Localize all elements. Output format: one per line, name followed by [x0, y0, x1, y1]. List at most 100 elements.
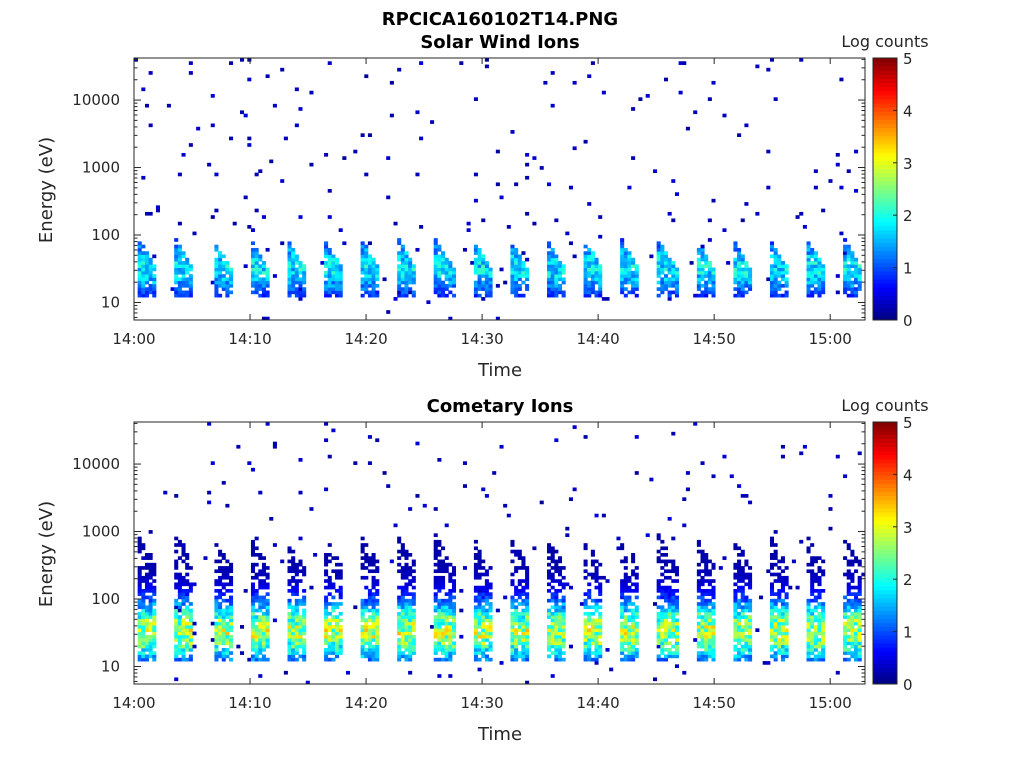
spectrogram-cell [254, 592, 259, 596]
spectrogram-cell [594, 559, 599, 564]
spectrogram-cell [258, 490, 263, 495]
spectrogram-cell [550, 674, 555, 678]
spectrogram-cell [806, 254, 811, 259]
spectrogram-cell [623, 566, 628, 570]
spectrogram-cell [291, 628, 296, 632]
spectrogram-cell [707, 589, 712, 593]
spectrogram-cell [185, 572, 190, 577]
spectrogram-cell [258, 267, 263, 272]
spectrogram-cell [733, 543, 738, 547]
spectrogram-cell [265, 644, 270, 649]
spectrogram-cell [634, 283, 639, 288]
spectrogram-cell [177, 267, 182, 272]
spectrogram-cell [744, 270, 749, 275]
spectrogram-cell [660, 539, 665, 544]
spectrogram-cell [598, 592, 603, 596]
spectrogram-cell [733, 244, 738, 249]
spectrogram-cell [634, 595, 639, 600]
spectrogram-cell [331, 602, 336, 606]
spectrogram-cell [733, 267, 738, 272]
spectrogram-cell [590, 61, 595, 65]
spectrogram-cell [433, 257, 438, 262]
spectrogram-cell [857, 274, 862, 278]
spectrogram-cell [821, 641, 826, 646]
spectrogram-cell [254, 651, 259, 655]
spectrogram-cell [663, 575, 669, 580]
spectrogram-cell [514, 287, 519, 291]
spectrogram-cell [700, 605, 705, 610]
spectrogram-cell [561, 585, 566, 590]
spectrogram-cell [737, 287, 742, 291]
spectrogram-cell [733, 625, 738, 629]
spectrogram-cell [631, 559, 636, 564]
spectrogram-cell [663, 647, 669, 652]
spectrogram-cell [404, 562, 409, 567]
spectrogram-cell [594, 513, 599, 518]
spectrogram-cell [331, 595, 336, 600]
spectrogram-cell [258, 638, 263, 642]
spectrogram-cell [510, 579, 515, 583]
spectrogram-cell [218, 592, 223, 596]
spectrogram-cell [733, 638, 738, 642]
spectrogram-cell [144, 615, 150, 619]
colorbar-swatch [873, 123, 897, 129]
spectrogram-cell [254, 657, 259, 662]
spectrogram-cell [214, 595, 219, 600]
spectrogram-cell [510, 618, 515, 623]
spectrogram-cell [177, 628, 182, 632]
spectrogram-cell [254, 277, 259, 282]
spectrogram-cell [594, 641, 599, 646]
spectrogram-cell [769, 267, 775, 272]
spectrogram-cell [294, 611, 299, 616]
spectrogram-cell [371, 280, 376, 285]
spectrogram-cell [660, 261, 665, 265]
spectrogram-cell [437, 625, 442, 629]
colorbar-swatch [873, 614, 897, 619]
spectrogram-cell [137, 287, 142, 291]
spectrogram-cell [762, 661, 767, 665]
spectrogram-cell [671, 274, 676, 278]
spectrogram-cell [773, 287, 778, 291]
spectrogram-cell [557, 608, 563, 613]
spectrogram-cell [766, 569, 771, 574]
spectrogram-cell [696, 247, 701, 252]
spectrogram-cell [495, 283, 500, 288]
spectrogram-cell [704, 270, 709, 275]
spectrogram-cell [850, 585, 855, 590]
spectrogram-cell [250, 641, 256, 646]
colorbar-swatch [873, 246, 897, 251]
spectrogram-cell [784, 280, 789, 285]
spectrogram-cell [791, 559, 796, 564]
spectrogram-cell [547, 575, 552, 580]
spectrogram-cell [397, 251, 402, 255]
spectrogram-cell [780, 608, 785, 613]
spectrogram-cell [287, 615, 292, 619]
spectrogram-cell [623, 257, 628, 262]
spectrogram-cell [400, 644, 405, 649]
spectrogram-cell [411, 575, 416, 580]
spectrogram-cells [137, 422, 866, 685]
spectrogram-cell [188, 647, 193, 652]
spectrogram-cell [188, 585, 193, 590]
spectrogram-cell [590, 598, 595, 603]
spectrogram-cell [437, 674, 442, 678]
spectrogram-cell [444, 274, 449, 278]
spectrogram-cell [181, 618, 186, 623]
spectrogram-cell [769, 536, 775, 541]
spectrogram-cell [393, 523, 398, 528]
spectrogram-cell [737, 618, 742, 623]
spectrogram-cell [437, 543, 442, 547]
spectrogram-cell [214, 638, 219, 642]
spectrogram-cell [192, 582, 197, 587]
spectrogram-cell [813, 185, 818, 190]
spectrogram-cell [185, 562, 190, 567]
spectrogram-cell [291, 605, 296, 610]
spectrogram-cell [261, 267, 266, 272]
spectrogram-cell [744, 605, 749, 610]
spectrogram-cell [481, 280, 486, 285]
spectrogram-cell [488, 595, 493, 600]
spectrogram-cell [444, 562, 449, 567]
spectrogram-cell [397, 618, 402, 623]
spectrogram-cell [404, 638, 409, 642]
spectrogram-cell [525, 654, 530, 659]
